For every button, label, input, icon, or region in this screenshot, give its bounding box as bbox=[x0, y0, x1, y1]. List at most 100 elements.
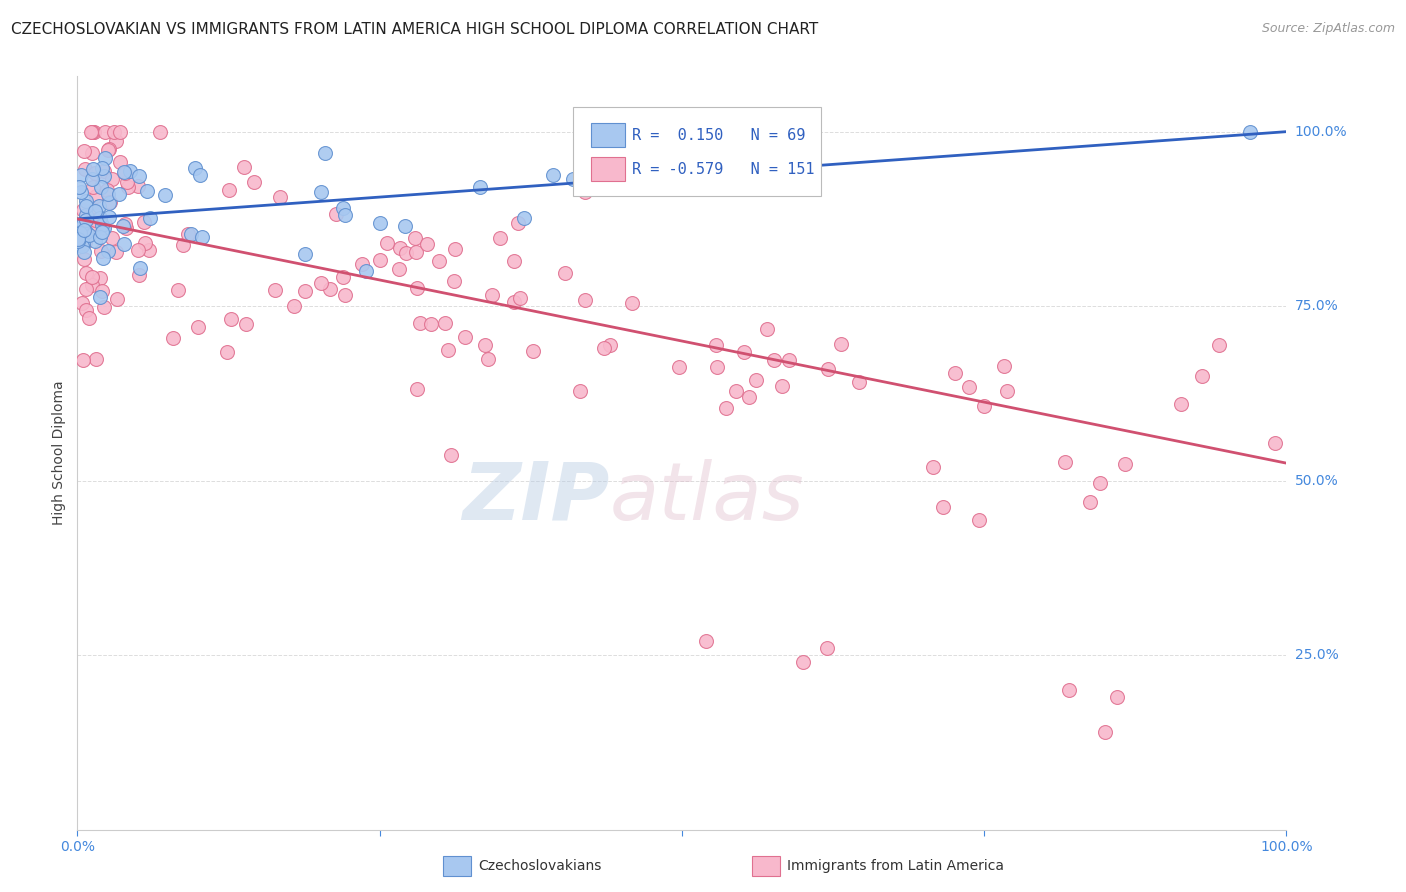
Point bbox=[94, 125, 117, 139]
Point bbox=[127, 244, 149, 258]
Point bbox=[90, 180, 112, 194]
Point bbox=[440, 448, 463, 462]
Text: 25.0%: 25.0% bbox=[1295, 648, 1339, 662]
Text: CZECHOSLOVAKIAN VS IMMIGRANTS FROM LATIN AMERICA HIGH SCHOOL DIPLOMA CORRELATION: CZECHOSLOVAKIAN VS IMMIGRANTS FROM LATIN… bbox=[11, 22, 818, 37]
Point bbox=[314, 146, 336, 161]
Point bbox=[325, 207, 347, 221]
Point bbox=[84, 234, 107, 248]
Point bbox=[477, 351, 499, 366]
Point bbox=[993, 359, 1015, 373]
Point bbox=[375, 236, 398, 251]
Point bbox=[73, 144, 96, 158]
Point bbox=[620, 296, 643, 310]
Point bbox=[75, 225, 97, 239]
Point bbox=[112, 165, 135, 179]
Point bbox=[77, 228, 100, 243]
Point bbox=[792, 655, 814, 669]
Point bbox=[67, 237, 90, 252]
Point bbox=[188, 168, 211, 182]
Point bbox=[117, 180, 139, 194]
Point bbox=[574, 293, 596, 307]
Point bbox=[219, 311, 242, 326]
Point bbox=[93, 164, 115, 178]
Point bbox=[1191, 368, 1213, 383]
Point bbox=[218, 182, 240, 196]
Point bbox=[108, 125, 131, 139]
Point bbox=[162, 331, 184, 345]
Point bbox=[98, 143, 121, 157]
Point bbox=[94, 152, 117, 166]
Point bbox=[395, 246, 418, 260]
Point bbox=[117, 175, 139, 189]
Y-axis label: High School Diploma: High School Diploma bbox=[52, 380, 66, 525]
FancyBboxPatch shape bbox=[592, 157, 626, 181]
Point bbox=[76, 302, 98, 317]
Point bbox=[309, 185, 332, 199]
Point bbox=[73, 223, 96, 237]
Point bbox=[187, 320, 209, 334]
Point bbox=[263, 283, 285, 297]
Point bbox=[69, 220, 91, 235]
Point bbox=[405, 245, 427, 260]
Point bbox=[75, 266, 97, 280]
Point bbox=[97, 187, 120, 202]
Point bbox=[87, 199, 110, 213]
Point bbox=[83, 213, 105, 227]
Point bbox=[75, 282, 97, 296]
Point bbox=[967, 513, 990, 527]
Point bbox=[97, 144, 120, 158]
Point bbox=[98, 194, 121, 209]
Point bbox=[470, 180, 492, 194]
Text: 50.0%: 50.0% bbox=[1295, 474, 1339, 488]
Point bbox=[98, 196, 121, 211]
Point bbox=[93, 169, 115, 183]
Text: R = -0.579   N = 151: R = -0.579 N = 151 bbox=[633, 161, 815, 177]
Point bbox=[177, 227, 200, 241]
Point bbox=[79, 311, 101, 326]
Point bbox=[1094, 724, 1116, 739]
Point bbox=[574, 186, 596, 200]
Point bbox=[481, 288, 503, 302]
Point bbox=[153, 187, 176, 202]
Point bbox=[562, 172, 585, 186]
Point bbox=[848, 375, 870, 389]
Point bbox=[77, 227, 100, 242]
Point bbox=[394, 219, 416, 233]
Point bbox=[93, 221, 115, 235]
Point bbox=[443, 274, 465, 288]
Point bbox=[404, 231, 426, 245]
Point bbox=[70, 186, 93, 200]
Point bbox=[83, 224, 105, 238]
Point bbox=[1088, 475, 1111, 490]
Point bbox=[139, 211, 162, 226]
Point bbox=[75, 212, 97, 227]
Point bbox=[82, 269, 104, 284]
Point bbox=[1264, 436, 1286, 450]
Point bbox=[105, 292, 128, 306]
Point bbox=[745, 373, 768, 387]
Text: 100.0%: 100.0% bbox=[1295, 125, 1347, 138]
Point bbox=[368, 253, 391, 268]
Text: Source: ZipAtlas.com: Source: ZipAtlas.com bbox=[1261, 22, 1395, 36]
Point bbox=[1057, 683, 1080, 698]
Point bbox=[72, 202, 94, 217]
Point bbox=[136, 184, 159, 198]
Point bbox=[167, 283, 190, 297]
Point bbox=[388, 262, 411, 277]
Point bbox=[93, 301, 115, 315]
Point bbox=[108, 154, 131, 169]
Point bbox=[429, 254, 451, 268]
Point bbox=[128, 268, 150, 282]
Point bbox=[778, 353, 800, 368]
Point bbox=[716, 401, 738, 416]
Point bbox=[90, 244, 112, 258]
Point bbox=[72, 238, 94, 252]
Point bbox=[1053, 454, 1076, 468]
Point bbox=[830, 337, 852, 351]
Point bbox=[522, 343, 544, 358]
FancyBboxPatch shape bbox=[592, 123, 626, 147]
Point bbox=[91, 251, 114, 265]
Point bbox=[84, 351, 107, 366]
Point bbox=[80, 146, 103, 161]
Point bbox=[309, 276, 332, 290]
